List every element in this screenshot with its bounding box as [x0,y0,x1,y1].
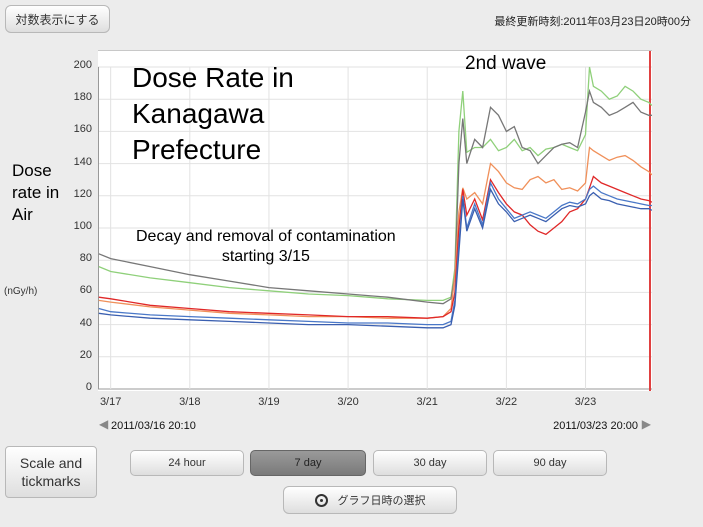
chart-title-annotation: Dose Rate in Kanagawa Prefecture [132,60,294,168]
y-tick-label: 180 [73,91,92,104]
x-tick-label: 3/22 [495,396,518,408]
chart-area [98,50,652,391]
last-updated-label: 最終更新時刻:2011年03月23日20時00分 [494,16,691,28]
series-line [98,187,652,329]
decay-line: Decay and removal of contamination [136,228,396,245]
period-90d-button[interactable]: 90 day [493,450,607,476]
x-tick-label: 3/17 [99,396,122,408]
series-line [98,180,652,326]
series-line [98,175,652,319]
y-axis-title: Dose rate in Air [12,160,59,226]
y-tick-label: 40 [79,316,92,329]
series-line [98,88,652,305]
y-tick-label: 140 [73,155,92,168]
range-start-label: 2011/03/16 20:10 [111,420,196,432]
scale-and-tickmarks-button[interactable]: Scale and tickmarks [5,446,97,498]
series-line [98,66,652,302]
period-30d-button[interactable]: 30 day [373,450,487,476]
ylabel-line: Air [12,205,33,224]
range-end-label: 2011/03/23 20:00 [553,420,638,432]
period-7d-button[interactable]: 7 day [250,450,366,476]
scroll-left-icon[interactable]: ◀ [99,417,109,431]
y-tick-label: 0 [85,381,92,393]
y-tick-label: 120 [73,187,92,200]
y-tick-label: 160 [73,123,92,136]
scroll-right-icon[interactable]: ▶ [641,417,651,431]
chart-svg [98,51,652,391]
x-tick-label: 3/23 [574,396,597,408]
x-tick-label: 3/18 [179,396,201,408]
ylabel-line: Dose [12,161,52,180]
x-tick-label: 3/19 [258,396,280,408]
y-tick-label: 60 [79,284,92,297]
x-tick-label: 3/20 [337,396,359,408]
y-axis-unit: (nGy/h) [4,286,38,297]
decay-annotation: Decay and removal of contamination start… [136,227,396,267]
select-graph-date-button[interactable]: グラフ日時の選択 [283,486,457,514]
second-wave-annotation: 2nd wave [465,53,547,74]
log-scale-button[interactable]: 対数表示にする [5,5,110,33]
y-tick-label: 200 [73,59,92,71]
select-graph-date-label: グラフ日時の選択 [337,495,426,507]
period-24h-button[interactable]: 24 hour [130,450,244,476]
date-range-bar: ◀ 2011/03/16 20:10 2011/03/23 20:00 ▶ [98,416,652,436]
y-tick-label: 20 [79,348,92,361]
clock-icon [314,493,328,507]
title-line: Prefecture [132,134,262,165]
ylabel-line: rate in [12,183,60,202]
title-line: Dose Rate in [132,62,294,93]
title-line: Kanagawa [132,98,265,129]
decay-line: starting 3/15 [221,248,310,265]
x-tick-label: 3/21 [416,396,438,408]
y-tick-label: 80 [79,252,92,265]
y-tick-label: 100 [73,220,92,232]
